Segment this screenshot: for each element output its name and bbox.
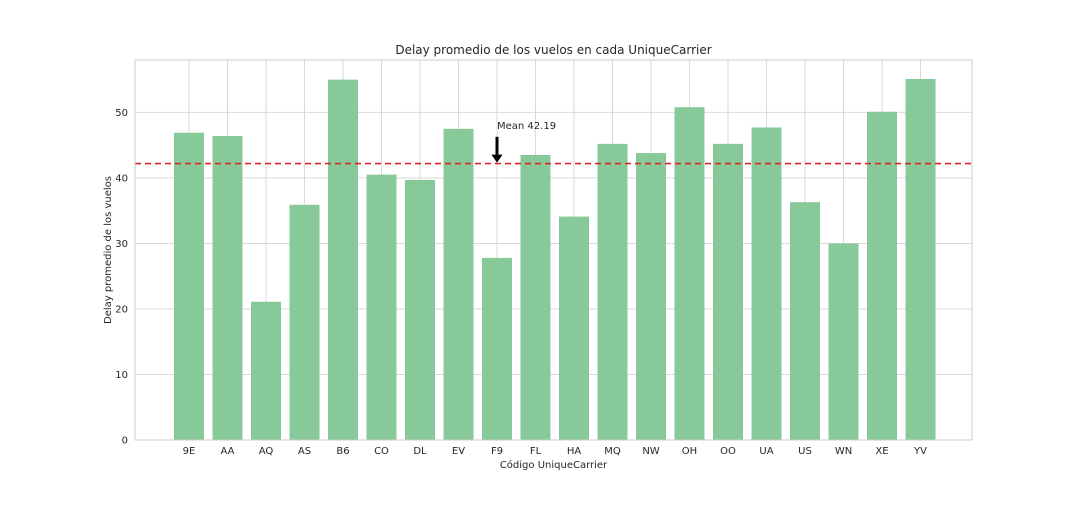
mean-annotation-text: Mean 42.19	[497, 121, 556, 132]
mean-annotation: Mean 42.19	[491, 121, 556, 163]
x-tick-label-AS: AS	[298, 446, 311, 457]
x-tick-label-OH: OH	[682, 446, 697, 457]
bar-WN	[828, 243, 859, 440]
bar-MQ	[597, 143, 628, 441]
bar-B6	[328, 79, 358, 440]
x-tick-label-CO: CO	[374, 446, 389, 457]
bar-EV	[443, 128, 474, 441]
bar-UA	[751, 127, 782, 440]
x-tick-label-YV: YV	[913, 446, 927, 457]
x-tick-label-DL: DL	[413, 446, 427, 457]
y-tick-label: 50	[115, 108, 128, 119]
bar-OH	[674, 107, 705, 440]
x-tick-label-US: US	[798, 446, 812, 457]
bar-F9	[482, 257, 512, 440]
x-tick-label-HA: HA	[567, 446, 582, 457]
x-tick-label-UA: UA	[759, 446, 773, 457]
y-tick-label: 40	[115, 173, 128, 184]
chart-title: Delay promedio de los vuelos en cada Uni…	[395, 43, 711, 57]
y-tick-label: 20	[115, 304, 128, 315]
x-tick-label-F9: F9	[491, 446, 503, 457]
x-tick-label-XE: XE	[875, 446, 888, 457]
x-tick-label-MQ: MQ	[604, 446, 621, 457]
bar-AQ	[251, 301, 281, 440]
x-tick-label-WN: WN	[835, 446, 852, 457]
x-tick-label-NW: NW	[642, 446, 659, 457]
y-tick-label: 0	[122, 436, 128, 447]
bar-AA	[212, 136, 243, 440]
x-tick-label-EV: EV	[452, 446, 465, 457]
x-tick-label-B6: B6	[336, 446, 349, 457]
arrow-head	[491, 154, 503, 163]
bar-HA	[559, 216, 589, 440]
y-axis-label: Delay promedio de los vuelos	[103, 176, 114, 324]
x-tick-label-AA: AA	[221, 446, 235, 457]
x-tick-labels: 9E AA AQ AS B6 CO DL EV F9 FL HA MQ NW OH OO UA US WN XE YV	[183, 446, 927, 457]
bar-FL	[520, 155, 551, 440]
bars	[174, 79, 936, 441]
y-tick-label: 30	[115, 239, 128, 250]
bar-CO	[366, 174, 397, 441]
bar-US	[790, 202, 820, 440]
bar-NW	[636, 153, 666, 440]
bar-XE	[867, 111, 897, 441]
x-tick-label-9E: 9E	[183, 446, 196, 457]
y-tick-label: 10	[115, 370, 128, 381]
x-axis-label: Código UniqueCarrier	[500, 459, 608, 471]
plot-frame	[134, 59, 973, 441]
bar-YV	[905, 79, 936, 440]
x-tick-label-FL: FL	[530, 446, 542, 457]
bar-9E	[174, 132, 204, 441]
y-tick-labels: 0 10 20 30 40 50	[115, 108, 128, 447]
bar-AS	[289, 204, 320, 440]
x-tick-label-OO: OO	[720, 446, 736, 457]
x-tick-label-AQ: AQ	[259, 446, 274, 457]
bar-DL	[405, 179, 435, 440]
bar-OO	[713, 143, 743, 441]
